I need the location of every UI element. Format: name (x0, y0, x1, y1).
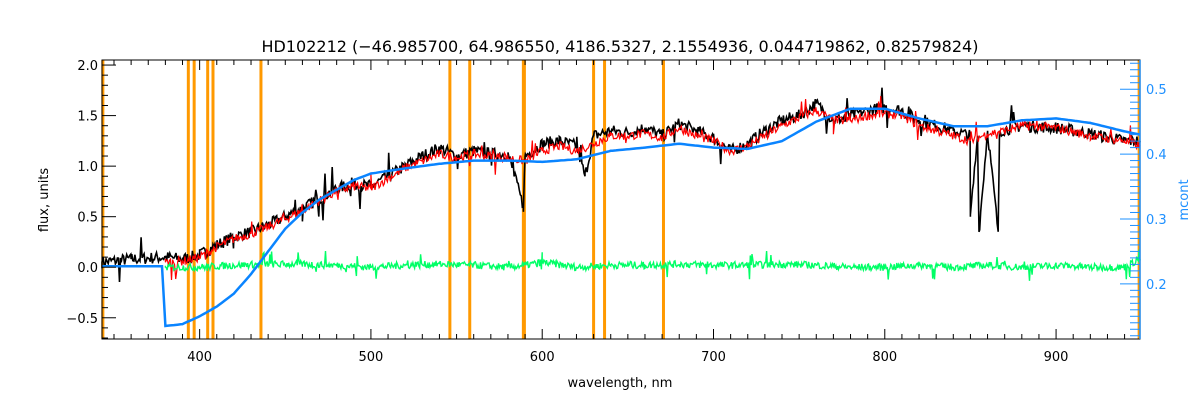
plot-frame (102, 60, 1140, 339)
y-tick-label: 2.0 (77, 59, 98, 74)
series-mcont (102, 109, 1140, 326)
y2-tick-label: 0.4 (1146, 148, 1167, 163)
y-tick-label: 1.0 (77, 160, 98, 175)
x-tick-label: 600 (530, 350, 555, 365)
y2-tick-label: 0.3 (1146, 213, 1167, 228)
y-axis-label: flux, units (37, 168, 52, 233)
series-residual (165, 250, 1140, 281)
axes-layer: 400 500 600 700 800 900 −0.5 0.0 0.5 1.0 1.5 2.0 0.2… (66, 59, 1166, 365)
y2-tick-label: 0.5 (1146, 83, 1167, 98)
y-tick-label: 0.5 (77, 211, 98, 226)
y2-tick-label: 0.2 (1146, 278, 1167, 293)
x-tick-label: 700 (701, 350, 726, 365)
y-tick-label: 0.0 (77, 261, 98, 276)
x-tick-label: 800 (872, 350, 897, 365)
spectrum-chart: 400 500 600 700 800 900 −0.5 0.0 0.5 1.0 1.5 2.0 0.2… (0, 0, 1200, 400)
x-axis-label: wavelength, nm (568, 376, 673, 391)
chart-title: HD102212 (−46.985700, 64.986550, 4186.53… (262, 37, 979, 56)
x-tick-label: 900 (1044, 350, 1069, 365)
y-tick-label: 1.5 (77, 110, 98, 125)
series-layer (102, 88, 1140, 326)
series-observed-flux (102, 88, 1140, 282)
x-tick-label: 400 (187, 350, 212, 365)
marked-lines-layer (103, 60, 1139, 339)
x-tick-label: 500 (359, 350, 384, 365)
y2-axis-label: mcont (1177, 179, 1192, 220)
y-tick-label: −0.5 (66, 312, 98, 327)
